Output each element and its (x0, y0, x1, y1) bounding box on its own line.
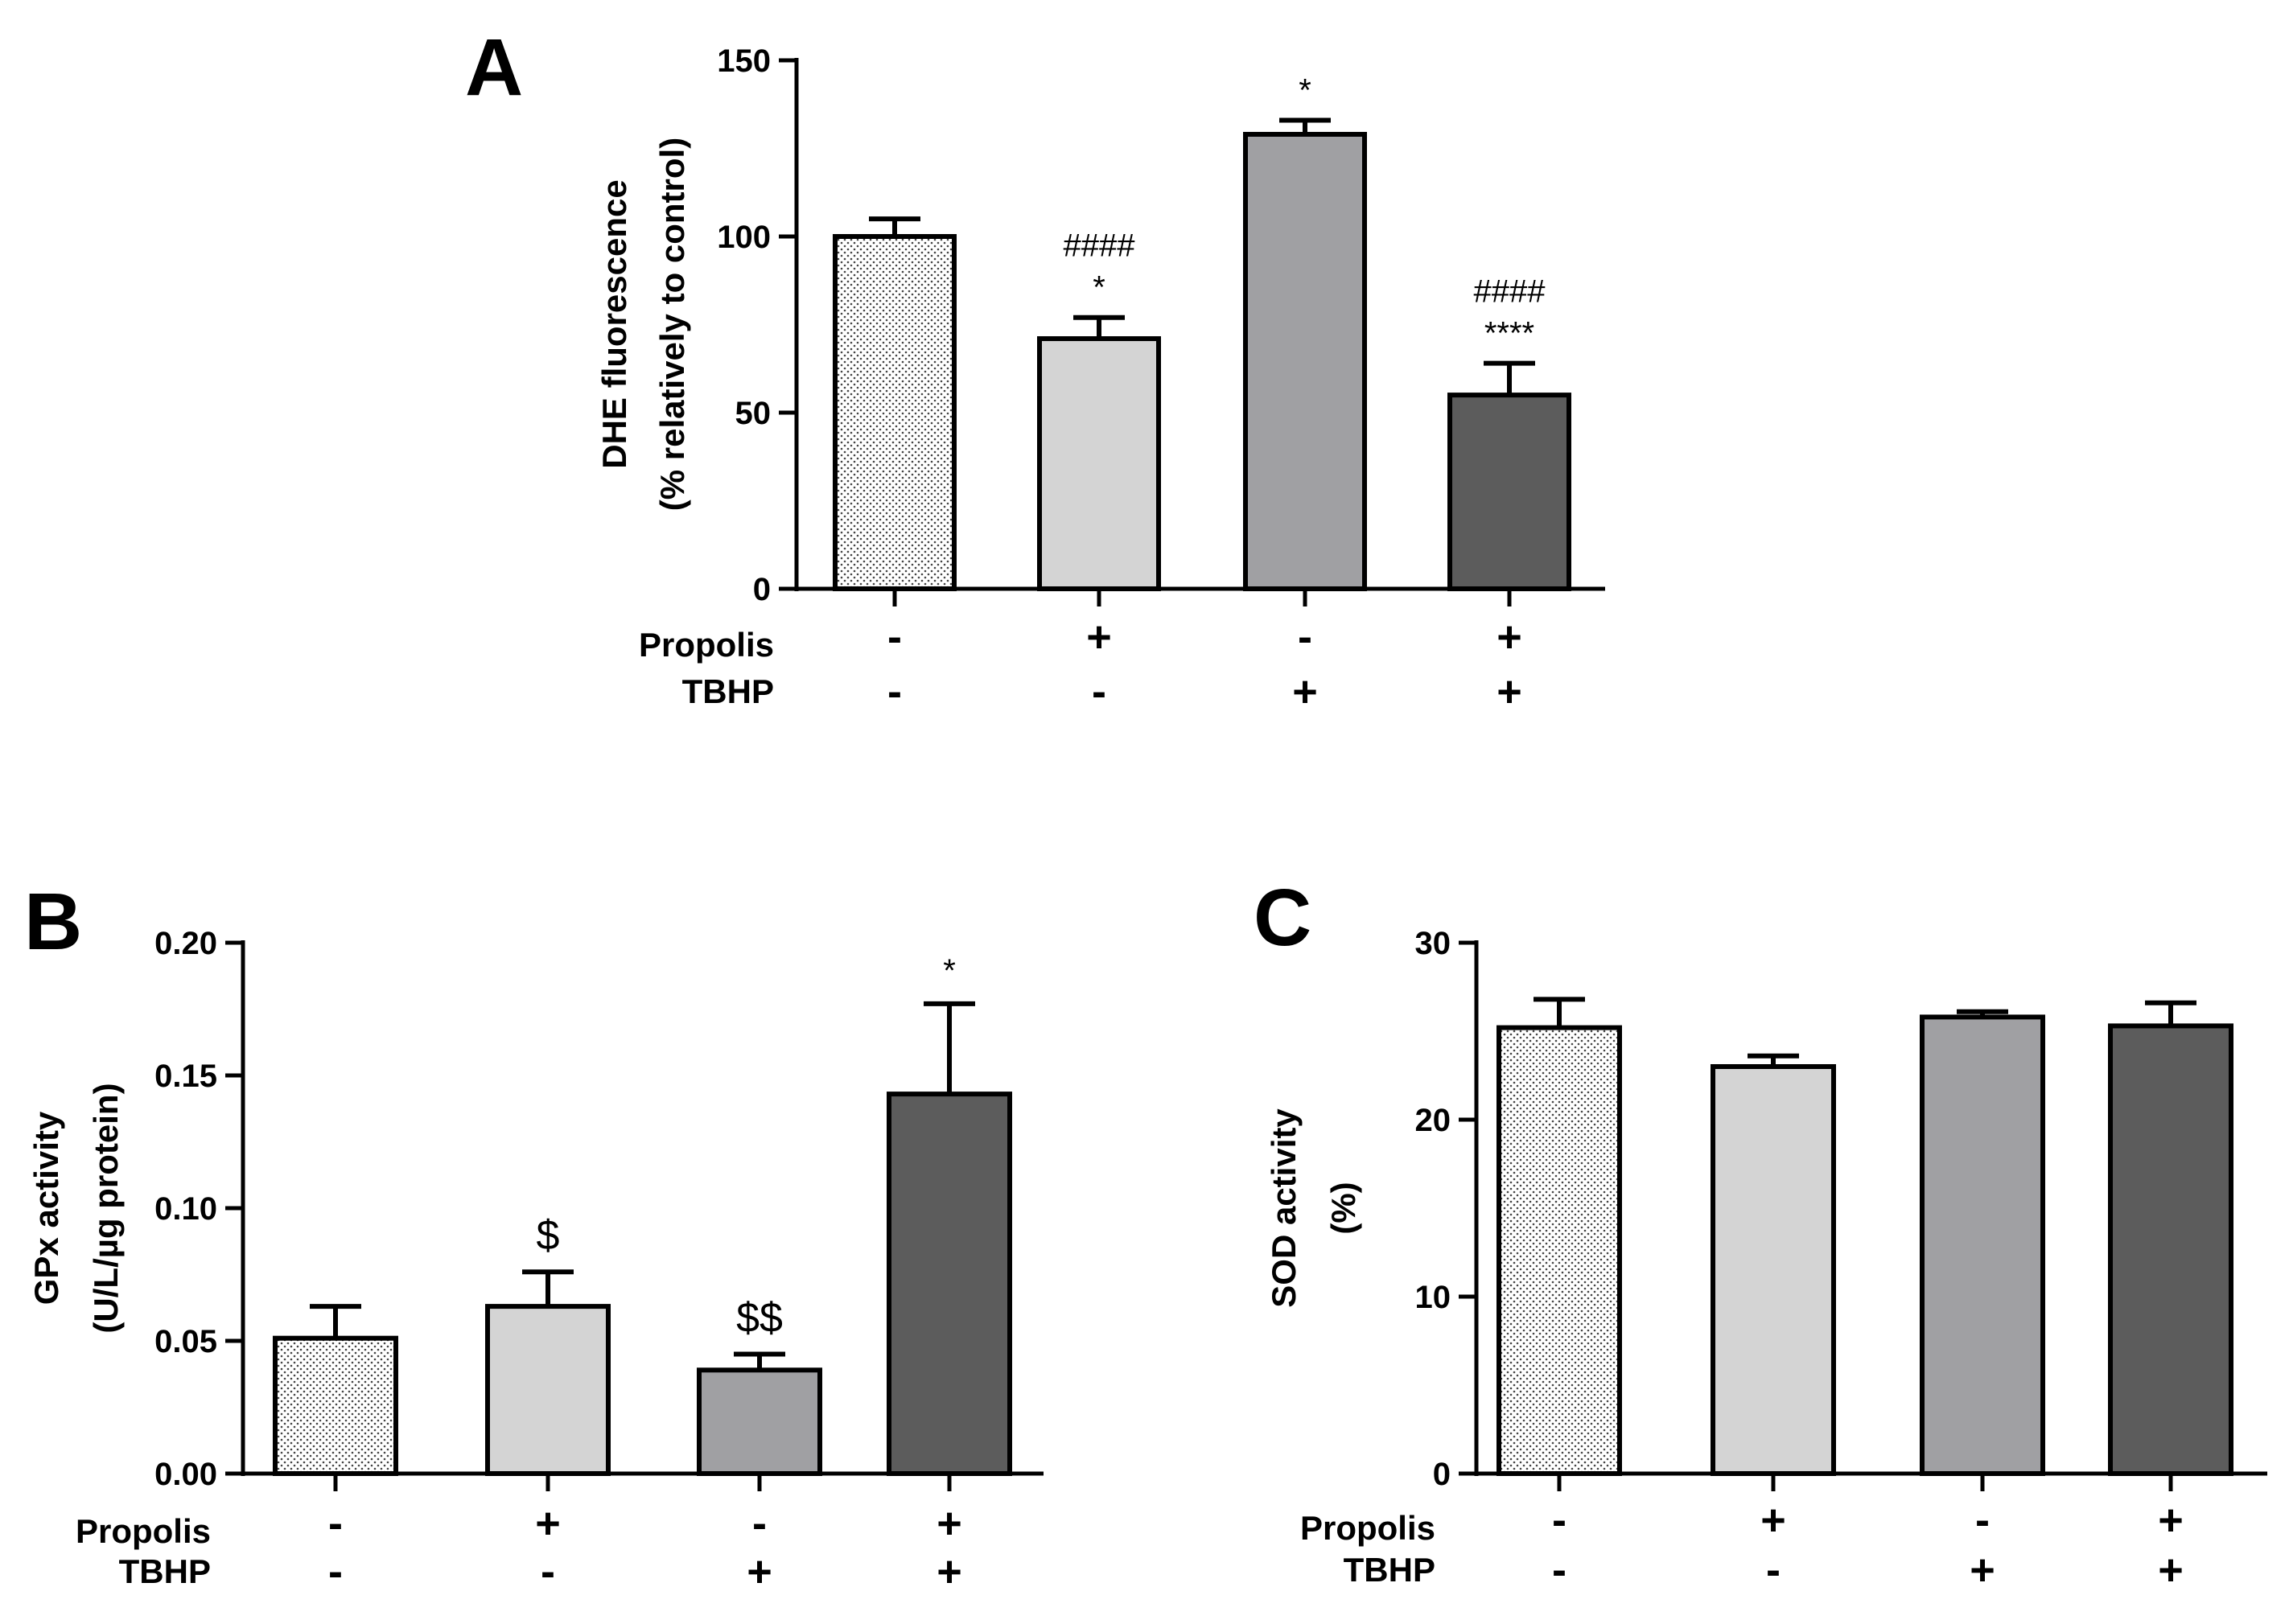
tbhp-sign: - (1092, 668, 1106, 716)
bar (273, 1335, 398, 1476)
tbhp-sign: + (937, 1548, 962, 1596)
propolis-sign: + (535, 1499, 561, 1548)
tbhp-sign: + (1292, 668, 1318, 716)
bar (833, 234, 957, 591)
tbhp-sign: + (1970, 1546, 1995, 1594)
bar (1920, 1014, 2045, 1476)
panel-c-letter: C (1254, 873, 1311, 963)
y-tick-label: 0 (1433, 1457, 1451, 1492)
propolis-sign: + (1760, 1496, 1786, 1544)
y-axis-title: SOD activity (1265, 1108, 1303, 1308)
tbhp-sign: - (1766, 1546, 1781, 1594)
tbhp-sign: - (1552, 1546, 1566, 1594)
bar (1496, 1025, 1622, 1476)
y-tick-label: 20 (1415, 1103, 1451, 1138)
bar (485, 1304, 611, 1476)
y-tick-label: 0 (753, 572, 771, 607)
y-tick-label: 150 (717, 43, 771, 79)
propolis-sign: - (1975, 1496, 1990, 1544)
significance-label: **** (1484, 316, 1534, 352)
significance-label: * (1093, 270, 1105, 306)
bar (887, 1092, 1012, 1476)
tbhp-sign: + (2158, 1546, 2184, 1594)
significance-label: * (1299, 72, 1311, 108)
significance-label: $ (537, 1212, 560, 1259)
bar (1243, 131, 1367, 592)
y-tick-label: 0.15 (154, 1059, 217, 1094)
row-label-propolis: Propolis (1300, 1509, 1435, 1547)
panel-a-letter: A (465, 23, 523, 113)
tbhp-sign: + (1496, 668, 1522, 716)
bar (1447, 393, 1571, 591)
y-axis-title: (% relatively to control) (653, 138, 691, 511)
y-tick-label: 10 (1415, 1280, 1451, 1315)
y-tick-label: 0.05 (154, 1324, 217, 1359)
y-tick-label: 0.20 (154, 926, 217, 961)
bar (697, 1367, 822, 1477)
y-tick-label: 50 (735, 396, 772, 431)
propolis-sign: - (1552, 1496, 1566, 1544)
y-tick-label: 0.10 (154, 1191, 217, 1227)
row-label-tbhp: TBHP (682, 672, 774, 710)
y-axis-title: DHE fluorescence (595, 179, 633, 468)
propolis-sign: + (2158, 1496, 2184, 1544)
row-label-tbhp: TBHP (119, 1552, 211, 1590)
tbhp-sign: - (328, 1548, 343, 1596)
row-label-propolis: Propolis (76, 1512, 211, 1550)
bar (1711, 1064, 1836, 1476)
propolis-sign: - (1298, 613, 1312, 661)
propolis-sign: + (1086, 613, 1112, 661)
significance-label: #### (1064, 228, 1136, 264)
y-axis-title: (%) (1324, 1182, 1362, 1234)
row-label-tbhp: TBHP (1344, 1551, 1435, 1589)
panel-a: A - - #### * + - * - + #### **** + +0 50 100 150 Propoli… (465, 23, 1605, 716)
significance-label: * (943, 953, 956, 989)
tbhp-sign: - (887, 668, 902, 716)
bar (2108, 1023, 2233, 1476)
y-axis-title: (U/L/µg protein) (87, 1083, 125, 1333)
y-tick-label: 30 (1415, 926, 1451, 961)
panel-b-letter: B (24, 877, 82, 967)
y-tick-label: 0.00 (154, 1457, 217, 1492)
propolis-sign: + (1496, 613, 1522, 661)
panel-b: B --$+-$$-+*++0.000.050.100.150.20Propol… (24, 877, 1044, 1596)
y-axis-title: GPx activity (27, 1111, 65, 1305)
row-label-propolis: Propolis (639, 626, 774, 664)
y-tick-label: 100 (717, 220, 771, 255)
significance-label: #### (1474, 274, 1546, 310)
propolis-sign: - (328, 1499, 343, 1548)
propolis-sign: - (887, 613, 902, 661)
bar (1037, 336, 1161, 591)
tbhp-sign: + (747, 1548, 772, 1596)
propolis-sign: - (752, 1499, 767, 1548)
tbhp-sign: - (541, 1548, 555, 1596)
significance-label: $$ (736, 1295, 783, 1342)
propolis-sign: + (937, 1499, 962, 1548)
